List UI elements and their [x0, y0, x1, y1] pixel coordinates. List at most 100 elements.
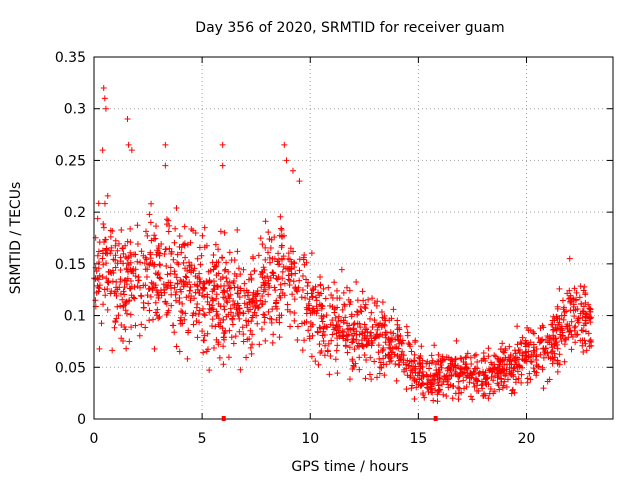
- data-point: [227, 291, 234, 298]
- data-point: [490, 377, 497, 384]
- data-point: [530, 341, 537, 348]
- data-point: [424, 380, 431, 387]
- data-point: [299, 286, 306, 293]
- data-point: [497, 358, 504, 365]
- data-point: [385, 341, 392, 348]
- data-point: [319, 318, 326, 325]
- data-point: [577, 310, 584, 317]
- data-point: [556, 285, 563, 292]
- data-point: [404, 372, 411, 379]
- data-point: [463, 374, 470, 381]
- data-point: [209, 305, 216, 312]
- data-point: [539, 364, 546, 371]
- data-point: [249, 253, 256, 260]
- data-point: [156, 252, 163, 259]
- data-point: [550, 326, 557, 333]
- data-point: [479, 368, 486, 375]
- data-point: [127, 225, 134, 232]
- data-point: [535, 363, 542, 370]
- data-point: [152, 282, 159, 289]
- data-point: [463, 364, 470, 371]
- data-point: [172, 291, 179, 298]
- data-point: [491, 388, 498, 395]
- data-point: [444, 365, 451, 372]
- data-point: [421, 394, 428, 401]
- data-point: [329, 331, 336, 338]
- data-point: [546, 339, 553, 346]
- data-point: [153, 223, 160, 230]
- data-point: [275, 250, 282, 257]
- data-point: [199, 232, 206, 239]
- data-point: [104, 279, 111, 286]
- data-point: [574, 331, 581, 338]
- data-point: [461, 385, 468, 392]
- data-point: [226, 249, 233, 256]
- data-point: [175, 261, 182, 268]
- data-point: [397, 333, 404, 340]
- data-point: [322, 342, 329, 349]
- data-point: [276, 260, 283, 267]
- data-point: [151, 263, 158, 270]
- data-point: [143, 256, 150, 263]
- data-point: [165, 217, 172, 224]
- data-point: [549, 321, 556, 328]
- data-point: [350, 321, 357, 328]
- data-point: [558, 325, 565, 332]
- data-point: [152, 309, 159, 316]
- data-point: [383, 329, 390, 336]
- data-point: [371, 358, 378, 365]
- data-point: [211, 286, 218, 293]
- data-point: [204, 291, 211, 298]
- data-point: [294, 323, 301, 330]
- data-point: [377, 320, 384, 327]
- data-point: [416, 361, 423, 368]
- data-point: [209, 323, 216, 330]
- data-point: [374, 374, 381, 381]
- data-point: [301, 261, 308, 268]
- data-point: [201, 293, 208, 300]
- data-point: [222, 294, 229, 301]
- data-point: [335, 318, 342, 325]
- data-point: [236, 305, 243, 312]
- data-point: [462, 354, 469, 361]
- data-point: [286, 277, 293, 284]
- data-point: [572, 339, 579, 346]
- data-point: [521, 357, 528, 364]
- data-point: [178, 308, 185, 315]
- data-point: [502, 345, 509, 352]
- data-point: [296, 277, 303, 284]
- data-point: [122, 307, 129, 314]
- data-point: [280, 263, 287, 270]
- data-point: [398, 351, 405, 358]
- data-point: [354, 297, 361, 304]
- data-point: [127, 249, 134, 256]
- data-point: [166, 245, 173, 252]
- data-point: [255, 252, 262, 259]
- data-point: [177, 314, 184, 321]
- data-point: [540, 354, 547, 361]
- data-point: [307, 320, 314, 327]
- data-point: [130, 266, 137, 273]
- data-point: [315, 289, 322, 296]
- data-point: [392, 336, 399, 343]
- data-point: [167, 264, 174, 271]
- data-point: [201, 312, 208, 319]
- data-point: [348, 339, 355, 346]
- data-point: [323, 323, 330, 330]
- data-point: [525, 327, 532, 334]
- data-point: [316, 324, 323, 331]
- data-point: [478, 357, 485, 364]
- data-point: [447, 357, 454, 364]
- data-point: [186, 279, 193, 286]
- data-point: [217, 228, 224, 235]
- data-point: [577, 283, 584, 290]
- data-point: [144, 232, 151, 239]
- data-point: [187, 297, 194, 304]
- data-point: [224, 299, 231, 306]
- data-point: [586, 338, 593, 345]
- data-point: [408, 348, 415, 355]
- data-point: [474, 377, 481, 384]
- data-point: [558, 337, 565, 344]
- data-point: [137, 284, 144, 291]
- data-point: [440, 391, 447, 398]
